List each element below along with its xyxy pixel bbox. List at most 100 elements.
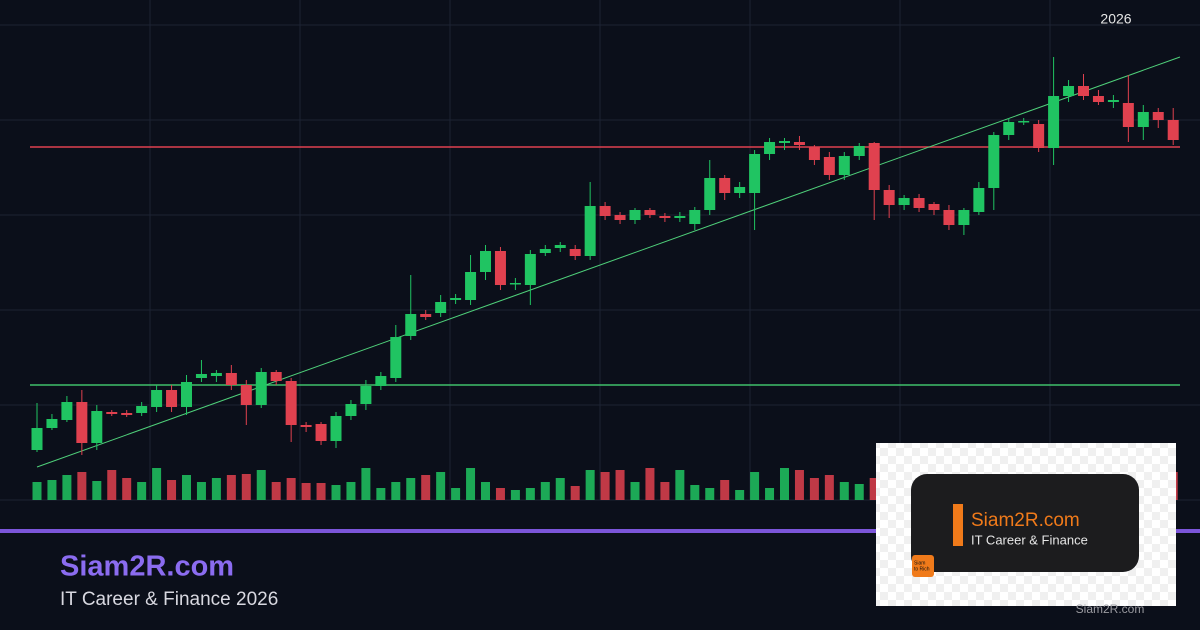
- volume-bar: [854, 484, 864, 500]
- candle-body: [345, 404, 357, 416]
- candle-body: [480, 251, 491, 272]
- candle-body: [195, 374, 207, 378]
- candle-body: [375, 376, 387, 386]
- volume-bar: [675, 470, 685, 500]
- volume-bar: [77, 472, 87, 500]
- candle-body: [405, 314, 417, 336]
- volume-bar: [750, 472, 760, 500]
- volume-bar: [735, 490, 745, 500]
- volume-bar: [167, 480, 177, 500]
- candle-body: [808, 147, 820, 160]
- candle-body: [928, 204, 940, 210]
- candle-body: [136, 406, 148, 413]
- volume-bar: [451, 488, 461, 500]
- candle-body: [255, 372, 267, 405]
- candle-body: [285, 381, 297, 425]
- candle-body: [898, 198, 910, 205]
- volume-bar: [316, 483, 326, 500]
- logo: Siam2R.com IT Career & Finance Siam to R…: [876, 443, 1176, 606]
- candle-body: [240, 385, 252, 405]
- candle-body: [719, 178, 731, 193]
- logo-badge-text: Siam: [914, 560, 925, 566]
- volume-bar: [794, 470, 804, 500]
- volume-bar: [226, 475, 236, 500]
- candle-body: [1063, 86, 1075, 96]
- volume-bar: [660, 482, 670, 500]
- volume-bar: [406, 478, 416, 500]
- volume-bar: [182, 475, 191, 500]
- volume-bar: [301, 483, 311, 500]
- candle-body: [1048, 96, 1060, 148]
- volume-bar: [705, 488, 715, 500]
- footer-tagline: IT Career & Finance 2026: [60, 589, 278, 610]
- logo-brand: Siam2R.com: [971, 510, 1080, 531]
- volume-bar: [32, 482, 42, 500]
- volume-bar: [525, 488, 535, 500]
- volume-bar: [780, 468, 789, 500]
- candle-body: [749, 154, 761, 193]
- candle-body: [614, 215, 626, 220]
- volume-bar: [809, 478, 819, 500]
- volume-bar: [720, 480, 730, 500]
- candle-body: [644, 210, 656, 215]
- candle-body: [61, 402, 73, 420]
- candle-body: [958, 210, 970, 225]
- candle-body: [420, 314, 432, 317]
- volume-bar: [107, 470, 117, 500]
- volume-bar: [391, 482, 401, 500]
- volume-bar: [615, 470, 625, 500]
- volume-bar: [630, 482, 640, 500]
- candle-body: [988, 135, 1000, 188]
- candle-body: [943, 210, 955, 225]
- candle-body: [181, 382, 192, 407]
- candle-body: [569, 249, 581, 256]
- volume-bar: [466, 468, 476, 500]
- logo-card: [911, 474, 1139, 572]
- volume-bar: [47, 480, 57, 500]
- volume-bar: [62, 475, 72, 500]
- volume-bar: [495, 488, 505, 500]
- volume-bar: [211, 478, 221, 500]
- logo-tagline: IT Career & Finance: [971, 532, 1088, 547]
- candle-body: [853, 146, 865, 156]
- candle-body: [1107, 100, 1119, 102]
- candle-body: [689, 210, 701, 224]
- candle-body: [300, 425, 312, 427]
- volume-bar: [824, 475, 834, 500]
- candle-body: [1167, 120, 1179, 140]
- candle-body: [1078, 86, 1089, 96]
- candle-body: [734, 187, 746, 193]
- volume-bar: [570, 486, 580, 500]
- candle-body: [764, 142, 776, 154]
- volume-bar: [241, 474, 251, 500]
- logo-badge-text: to Rich: [914, 566, 930, 572]
- candle-body: [210, 373, 222, 376]
- candle-body: [973, 188, 985, 212]
- volume-bar: [765, 488, 775, 500]
- candle-body: [106, 412, 118, 414]
- candle-body: [1092, 96, 1104, 102]
- volume-bar: [346, 482, 356, 500]
- candle-body: [225, 373, 237, 385]
- candle-body: [554, 245, 566, 248]
- volume-bar: [585, 470, 595, 500]
- candle-body: [779, 141, 790, 143]
- candle-body: [659, 216, 671, 218]
- candle-body: [838, 156, 850, 175]
- candle-body: [465, 272, 477, 300]
- footer-brand: Siam2R.com: [60, 551, 234, 583]
- candle-body: [1003, 122, 1015, 135]
- candle-body: [91, 411, 103, 443]
- candle-body: [509, 283, 521, 285]
- candle-body: [704, 178, 716, 210]
- candle-body: [76, 402, 88, 443]
- candle-body: [629, 210, 641, 220]
- candle-body: [315, 424, 327, 441]
- volume-bar: [481, 482, 490, 500]
- volume-bar: [152, 468, 162, 500]
- candle-body: [151, 390, 163, 407]
- candle-body: [539, 249, 551, 253]
- watermark: Siam2R.com: [1076, 602, 1145, 616]
- candle-body: [674, 216, 686, 218]
